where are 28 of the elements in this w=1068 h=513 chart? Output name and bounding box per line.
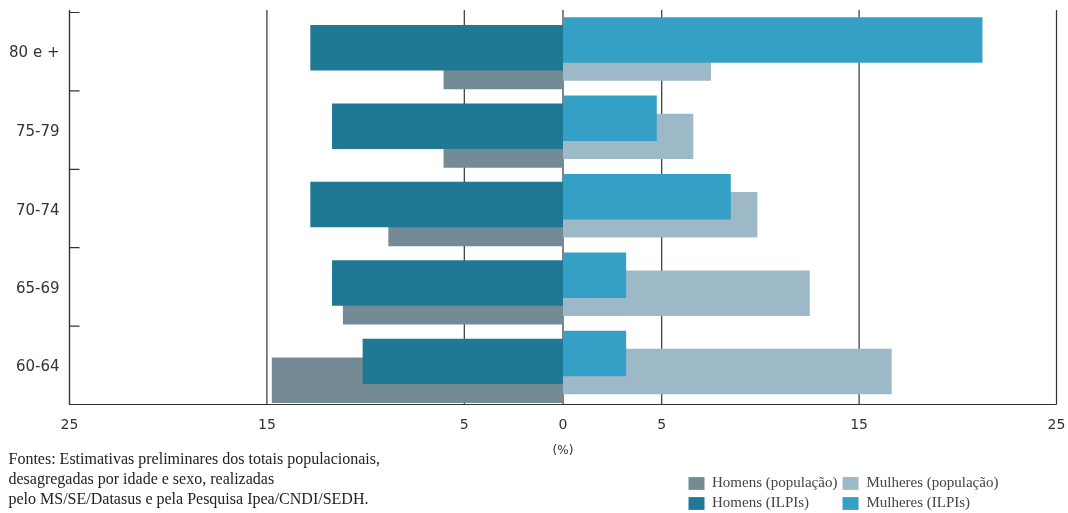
x-tick-label: 25 xyxy=(60,415,79,432)
x-axis-title: (%) xyxy=(552,442,574,457)
bar xyxy=(332,260,563,306)
y-tick-label: 70-74 xyxy=(15,200,60,219)
bar xyxy=(563,17,983,63)
x-tick-label: 5 xyxy=(459,415,469,432)
legend-label: Mulheres (população) xyxy=(866,474,999,491)
bar xyxy=(563,174,731,220)
x-tick-label: 15 xyxy=(850,415,869,432)
legend-label: Mulheres (ILPIs) xyxy=(866,494,971,511)
x-tick-label: 15 xyxy=(257,415,276,432)
bar xyxy=(563,252,627,298)
bar xyxy=(310,181,563,228)
y-tick-label: 80 e + xyxy=(9,42,60,61)
bar xyxy=(310,25,563,71)
bar xyxy=(362,338,563,385)
text: Fontes: Estimativas preliminares dos totais populacionais, desagregadas por idade e sexo, realizadas pelo MS/SE/Datasus e pela Pesquisa Ipea/CNDI/SEDH. xyxy=(8,449,380,509)
legend-label: Homens (população) xyxy=(712,474,838,491)
bar xyxy=(332,103,563,149)
x-tick-label: 0 xyxy=(558,415,568,432)
x-tick-label: 25 xyxy=(1047,415,1066,432)
y-tick-label: 65-69 xyxy=(15,278,60,297)
y-tick-label: 60-64 xyxy=(15,357,60,376)
bar xyxy=(563,330,627,377)
bar xyxy=(563,95,657,142)
legend-label: Homens (ILPIs) xyxy=(712,494,810,511)
y-tick-label: 75-79 xyxy=(15,122,60,141)
x-tick-label: 5 xyxy=(657,415,667,432)
